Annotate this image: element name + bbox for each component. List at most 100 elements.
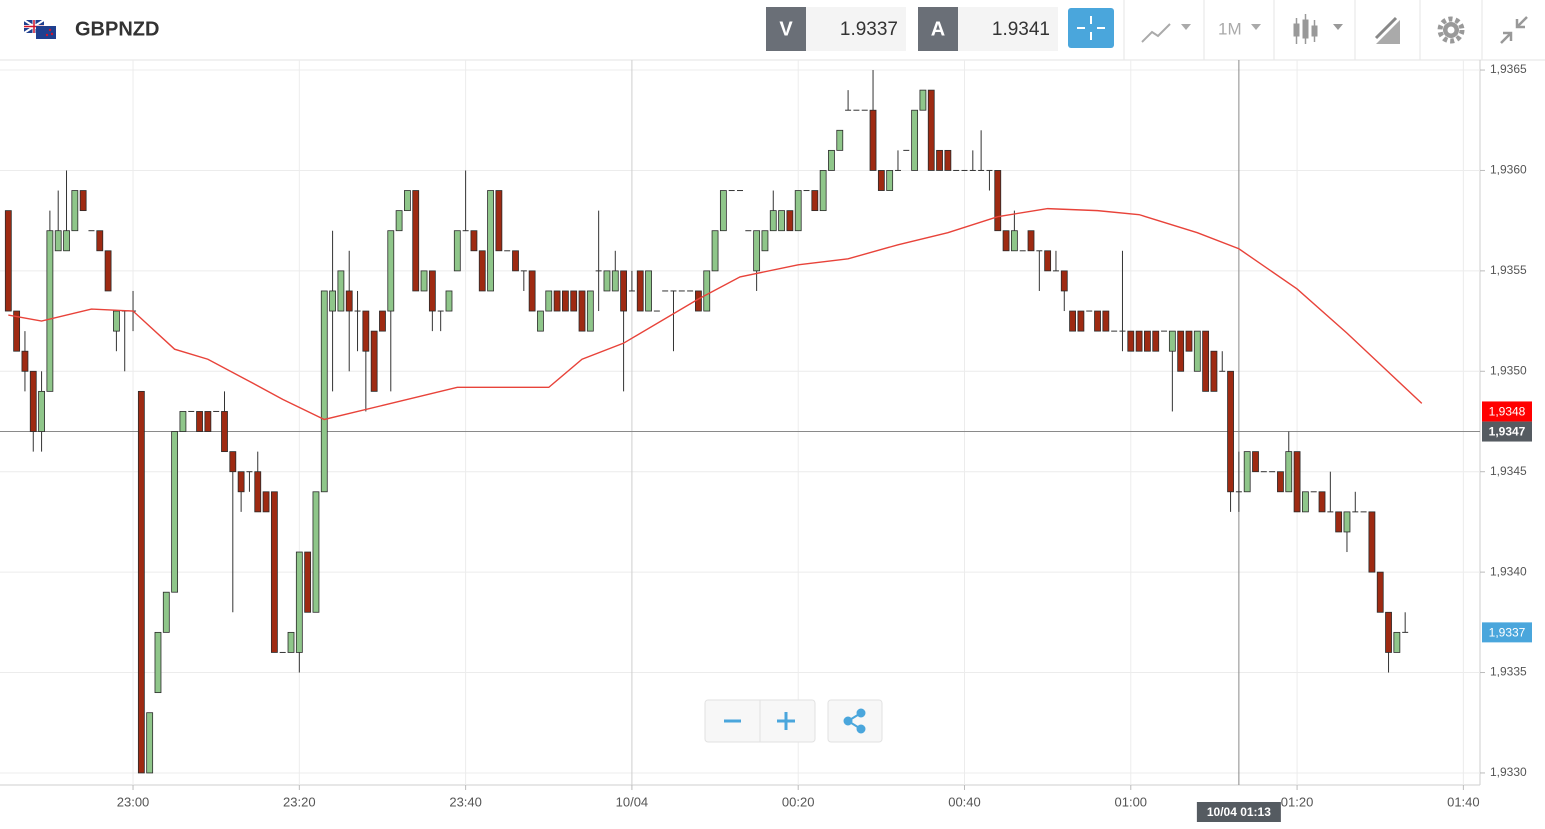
- x-tick-label: 01:00: [1115, 794, 1148, 809]
- candle-body: [1168, 330, 1176, 352]
- candle-body: [528, 270, 536, 312]
- candle-body: [1368, 511, 1376, 573]
- candle-body: [836, 129, 844, 151]
- candle-body: [29, 370, 37, 432]
- candle-body: [428, 270, 436, 312]
- candle-body: [204, 411, 212, 432]
- candle-body: [1193, 330, 1201, 372]
- candle-body: [4, 210, 12, 312]
- candle-body: [753, 230, 761, 272]
- candle-body: [911, 109, 919, 171]
- chart-type-button[interactable]: [1141, 23, 1191, 43]
- candle-body: [877, 170, 885, 191]
- candle-body: [38, 390, 45, 432]
- ask-button[interactable]: [918, 7, 958, 51]
- candle-body: [362, 310, 370, 352]
- candle-body: [154, 631, 162, 694]
- candle-body: [179, 411, 187, 432]
- candle-body: [237, 471, 245, 493]
- ask-value: 1.9341: [992, 19, 1050, 40]
- candle-body: [603, 270, 611, 292]
- candle-body: [254, 471, 262, 513]
- candle-body: [545, 290, 553, 312]
- candle-body: [936, 149, 943, 171]
- candle-body: [1293, 451, 1301, 513]
- draw-button[interactable]: [1374, 16, 1400, 44]
- candle-body: [345, 290, 353, 312]
- timeframe[interactable]: 1M: [1218, 19, 1242, 38]
- candle-body: [636, 270, 644, 312]
- x-tick-label: 23:20: [283, 794, 316, 809]
- candle-body: [719, 190, 727, 232]
- candle-body: [71, 190, 79, 232]
- candle-body: [828, 149, 835, 171]
- share-button[interactable]: [843, 708, 866, 734]
- candle-body: [79, 190, 87, 212]
- candle-body: [337, 270, 345, 312]
- candle-body: [1102, 310, 1110, 332]
- candle-body: [221, 411, 228, 453]
- collapse-button[interactable]: [1500, 16, 1528, 44]
- price-marker: [1482, 622, 1532, 643]
- candle-body: [512, 250, 519, 272]
- zoom-in[interactable]: [777, 712, 795, 730]
- candle-body: [761, 230, 769, 252]
- candle-body: [769, 210, 777, 232]
- settings-button[interactable]: [1437, 16, 1465, 44]
- x-tick-label: 01:40: [1447, 794, 1480, 809]
- candle-body: [1069, 310, 1076, 332]
- candle-body: [1335, 511, 1343, 533]
- candle-body: [919, 89, 927, 111]
- y-tick-label: 1,9345: [1490, 464, 1527, 478]
- candle-body: [794, 190, 802, 232]
- candle-body: [1094, 310, 1101, 332]
- candle-body: [387, 230, 395, 312]
- candles-button[interactable]: [1293, 14, 1343, 44]
- x-tick-label: 00:40: [948, 794, 981, 809]
- candle-body: [578, 290, 586, 332]
- symbol: GBPNZD: [75, 18, 159, 40]
- candle-body: [13, 310, 21, 352]
- candle-body: [395, 210, 403, 232]
- candle-body: [1202, 330, 1210, 392]
- candle-body: [162, 591, 170, 633]
- candle-body: [1002, 230, 1010, 252]
- candle-body: [645, 270, 652, 312]
- candle-body: [1144, 330, 1151, 352]
- candle-body: [1301, 491, 1309, 513]
- candle-body: [1376, 571, 1384, 613]
- candle-body: [329, 290, 336, 312]
- candle-body: [994, 170, 1002, 232]
- y-tick-label: 1,9330: [1490, 765, 1527, 779]
- candle-body: [379, 310, 386, 332]
- candle-body: [287, 631, 295, 653]
- candle-body: [270, 491, 278, 653]
- candle-body: [927, 89, 935, 171]
- candle-body: [445, 290, 453, 312]
- candle-body: [1027, 230, 1035, 252]
- bid-value: 1.9337: [840, 19, 898, 40]
- candle-body: [1152, 330, 1160, 352]
- candle-body: [1077, 310, 1085, 332]
- candle-body: [295, 551, 303, 653]
- candle-body: [819, 170, 827, 212]
- bid-box: [806, 7, 906, 51]
- zoom-controls: [704, 699, 883, 743]
- timeframe-caret: [1251, 24, 1261, 30]
- share-box: [827, 699, 883, 743]
- candle-body: [811, 190, 819, 212]
- candle-body: [96, 230, 104, 252]
- crosshair-button[interactable]: [1068, 8, 1114, 48]
- candle-body: [1185, 330, 1193, 352]
- candle-body: [312, 491, 320, 613]
- candle-body: [487, 190, 494, 292]
- candle-body: [420, 270, 428, 292]
- candle-body: [1252, 451, 1259, 473]
- candle-body: [1393, 631, 1401, 653]
- bid-button[interactable]: [766, 7, 806, 51]
- price-marker: [1482, 401, 1532, 422]
- x-tick-label: 23:40: [449, 794, 482, 809]
- candle-body: [553, 290, 561, 312]
